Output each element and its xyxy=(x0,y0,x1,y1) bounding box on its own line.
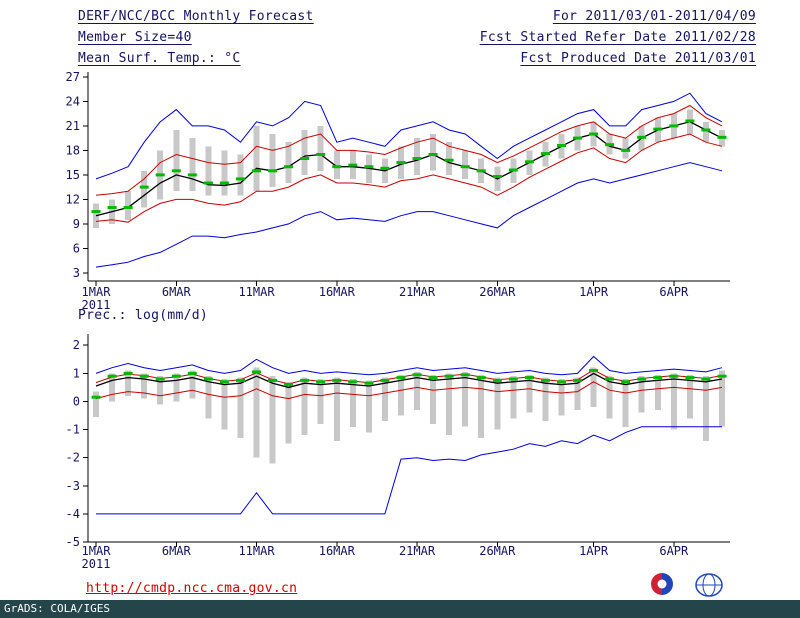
svg-text:1: 1 xyxy=(73,366,80,380)
temp-chart-title: Mean Surf. Temp.: °C xyxy=(78,51,241,66)
series-minus-spread-line xyxy=(95,133,723,223)
svg-text:-4: -4 xyxy=(66,507,80,521)
svg-text:9: 9 xyxy=(73,217,80,231)
svg-text:1MAR: 1MAR xyxy=(82,544,112,558)
svg-text:0: 0 xyxy=(73,395,80,409)
svg-text:16MAR: 16MAR xyxy=(319,285,356,299)
header-right: For 2011/03/01-2011/04/09 Fcst Started R… xyxy=(480,6,756,69)
svg-text:1APR: 1APR xyxy=(579,544,609,558)
svg-text:24: 24 xyxy=(66,94,80,108)
footer-bar: GrADS: COLA/IGES xyxy=(0,600,800,618)
svg-text:21MAR: 21MAR xyxy=(399,285,436,299)
header-left: DERF/NCC/BCC Monthly Forecast Member Siz… xyxy=(78,6,314,69)
member-size-label: Member Size=40 xyxy=(78,30,192,45)
svg-text:-1: -1 xyxy=(66,423,80,437)
series-min-line xyxy=(96,426,722,515)
svg-text:2: 2 xyxy=(73,338,80,352)
svg-text:21: 21 xyxy=(66,119,80,133)
series-max-line xyxy=(95,355,723,376)
svg-text:1APR: 1APR xyxy=(579,285,609,299)
svg-text:26MAR: 26MAR xyxy=(479,544,516,558)
svg-text:18: 18 xyxy=(66,143,80,157)
daily-marker-dashes xyxy=(91,119,727,214)
fcst-produced-date-label: Fcst Produced Date 2011/03/01 xyxy=(520,51,756,66)
series-plus-spread-line xyxy=(95,104,723,196)
series-max-line xyxy=(95,92,723,180)
grads-credit: GrADS: COLA/IGES xyxy=(4,602,110,615)
svg-text:6MAR: 6MAR xyxy=(162,285,192,299)
svg-text:-3: -3 xyxy=(66,479,80,493)
temperature-chart: 3 6 9 12 15 18 21 24 27 1MAR 6MAR 11MAR 16MAR 21MAR 26… xyxy=(66,70,730,312)
svg-text:26MAR: 26MAR xyxy=(479,285,516,299)
svg-text:1MAR: 1MAR xyxy=(82,285,112,299)
svg-text:6APR: 6APR xyxy=(659,285,689,299)
svg-text:27: 27 xyxy=(66,70,80,84)
spread-bars xyxy=(93,109,725,228)
svg-text:6: 6 xyxy=(73,241,80,255)
svg-text:2011: 2011 xyxy=(82,557,111,571)
series-plus-spread-line xyxy=(95,369,723,385)
page-title: DERF/NCC/BCC Monthly Forecast xyxy=(78,9,314,24)
daily-marker-dashes xyxy=(91,369,727,399)
svg-text:-5: -5 xyxy=(66,535,80,549)
series-min-line xyxy=(95,162,723,268)
svg-text:11MAR: 11MAR xyxy=(238,285,275,299)
svg-text:15: 15 xyxy=(66,168,80,182)
svg-text:6MAR: 6MAR xyxy=(162,544,192,558)
svg-text:2011: 2011 xyxy=(82,298,111,312)
svg-text:21MAR: 21MAR xyxy=(399,544,436,558)
axes xyxy=(83,72,730,286)
series-mean-line xyxy=(95,372,723,389)
svg-text:16MAR: 16MAR xyxy=(319,544,356,558)
spread-bars xyxy=(93,367,725,464)
precip-chart-title: Prec.: log(mm/d) xyxy=(78,308,209,323)
svg-text:12: 12 xyxy=(66,192,80,206)
svg-text:6APR: 6APR xyxy=(659,544,689,558)
series-minus-spread-line xyxy=(95,381,723,400)
svg-text:11MAR: 11MAR xyxy=(238,544,275,558)
series-mean-line xyxy=(95,121,723,217)
svg-text:3: 3 xyxy=(73,266,80,280)
forecast-range-label: For 2011/03/01-2011/04/09 xyxy=(552,9,756,24)
axis-labels: 3 6 9 12 15 18 21 24 27 1MAR 6MAR 11MAR 16MAR 21MAR 26… xyxy=(66,70,689,312)
axes xyxy=(83,334,730,547)
fcst-start-date-label: Fcst Started Refer Date 2011/02/28 xyxy=(479,30,756,45)
svg-text:-2: -2 xyxy=(66,451,80,465)
cmdp-link[interactable]: http://cmdp.ncc.cma.gov.cn xyxy=(86,581,298,596)
